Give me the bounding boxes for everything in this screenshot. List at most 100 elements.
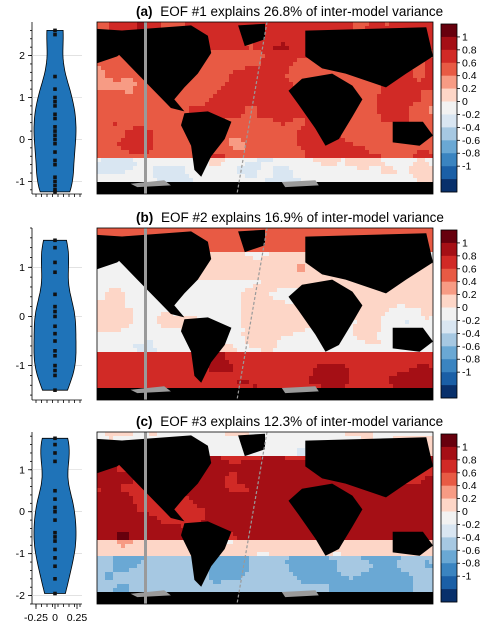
map-field-cell: [125, 232, 130, 237]
map-field-cell: [129, 114, 134, 119]
map-field-cell: [277, 38, 282, 43]
map-field-cell: [141, 158, 146, 163]
map-field-cell: [277, 138, 282, 143]
map-field-cell: [273, 264, 278, 269]
map-field-cell: [297, 50, 302, 55]
map-field-cell: [169, 22, 174, 27]
map-field-cell: [205, 232, 210, 237]
map-field-cell: [229, 94, 234, 99]
map-field-cell: [205, 280, 210, 285]
map-field-cell: [109, 280, 114, 285]
map-field-cell: [281, 240, 286, 245]
map-field-cell: [385, 126, 390, 131]
map-field-cell: [345, 130, 350, 135]
map-field-cell: [429, 74, 433, 79]
map-field-cell: [141, 232, 146, 237]
map-field-cell: [145, 86, 150, 91]
map-field-cell: [321, 228, 326, 233]
map-field-cell: [113, 134, 118, 139]
map-field-cell: [337, 74, 342, 79]
map-field-cell: [269, 244, 274, 249]
map-field-cell: [377, 90, 382, 95]
map-field-cell: [113, 94, 118, 99]
map-field-cell: [205, 228, 210, 233]
map-field-cell: [301, 46, 306, 51]
map-field-cell: [205, 90, 210, 95]
map-field-cell: [141, 26, 146, 31]
map-field-cell: [161, 150, 166, 155]
map-field-cell: [281, 98, 286, 103]
map-field-cell: [373, 118, 378, 123]
map-field-cell: [365, 126, 370, 131]
map-field-cell: [225, 98, 230, 103]
map-field-cell: [277, 86, 282, 91]
map-field-cell: [109, 122, 114, 127]
map-field-cell: [289, 138, 294, 143]
map-field-cell: [213, 58, 218, 63]
map-field-cell: [389, 106, 394, 111]
map-field-cell: [189, 146, 194, 151]
map-field-cell: [301, 228, 306, 233]
map-field-cell: [245, 228, 250, 233]
map-field-cell: [145, 166, 150, 171]
map-field-cell: [241, 126, 246, 131]
map-field-cell: [429, 244, 433, 249]
violin-point: [53, 158, 57, 163]
map-field-cell: [209, 78, 214, 83]
map-field-cell: [425, 146, 430, 151]
map-field-cell: [417, 166, 422, 171]
map-field-cell: [285, 134, 290, 139]
map-field-cell: [293, 26, 298, 31]
map-field-cell: [237, 154, 242, 159]
map-field-cell: [145, 146, 150, 151]
map-field-cell: [125, 102, 130, 107]
map-field-cell: [237, 150, 242, 155]
map-field-cell: [249, 256, 254, 261]
map-field-cell: [309, 142, 314, 147]
map-field-cell: [313, 158, 318, 163]
map-field-cell: [193, 228, 198, 233]
map-field-cell: [357, 158, 362, 163]
map-field-cell: [177, 158, 182, 163]
map-field-cell: [237, 110, 242, 115]
map-field-cell: [129, 134, 134, 139]
map-field-cell: [185, 150, 190, 155]
map-field-cell: [145, 110, 150, 115]
map-field-cell: [177, 130, 182, 135]
map-field-cell: [389, 134, 394, 139]
map-field-cell: [421, 106, 426, 111]
map-field-cell: [273, 54, 278, 59]
map-field-cell: [225, 244, 230, 249]
map-field-cell: [297, 174, 302, 179]
map-field-cell: [257, 54, 262, 59]
map-field-cell: [385, 158, 390, 163]
map-field-cell: [281, 178, 286, 183]
map-field-cell: [221, 42, 226, 47]
map-field-cell: [365, 170, 370, 175]
map-field-cell: [261, 276, 266, 281]
map-field-cell: [253, 122, 258, 127]
map-field-cell: [293, 78, 298, 83]
map-field-cell: [101, 232, 106, 237]
map-field-cell: [265, 276, 270, 281]
map-field-cell: [97, 74, 102, 79]
map-field-cell: [137, 178, 142, 183]
map-field-cell: [229, 126, 234, 131]
map-field-cell: [101, 170, 106, 175]
map-field-cell: [301, 272, 306, 277]
map-field-cell: [301, 74, 306, 79]
map-field-cell: [297, 62, 302, 67]
map-field-cell: [313, 232, 318, 237]
map-field-cell: [353, 142, 358, 147]
map-field-cell: [109, 82, 114, 87]
map-field-cell: [353, 130, 358, 135]
map-field-cell: [153, 146, 158, 151]
map-field-cell: [289, 248, 294, 253]
map-field-cell: [349, 126, 354, 131]
map-field-cell: [401, 106, 406, 111]
map-field-cell: [109, 110, 114, 115]
map-field-cell: [317, 170, 322, 175]
map-field-cell: [393, 110, 398, 115]
map-field-cell: [129, 106, 134, 111]
map-field-cell: [225, 66, 230, 71]
